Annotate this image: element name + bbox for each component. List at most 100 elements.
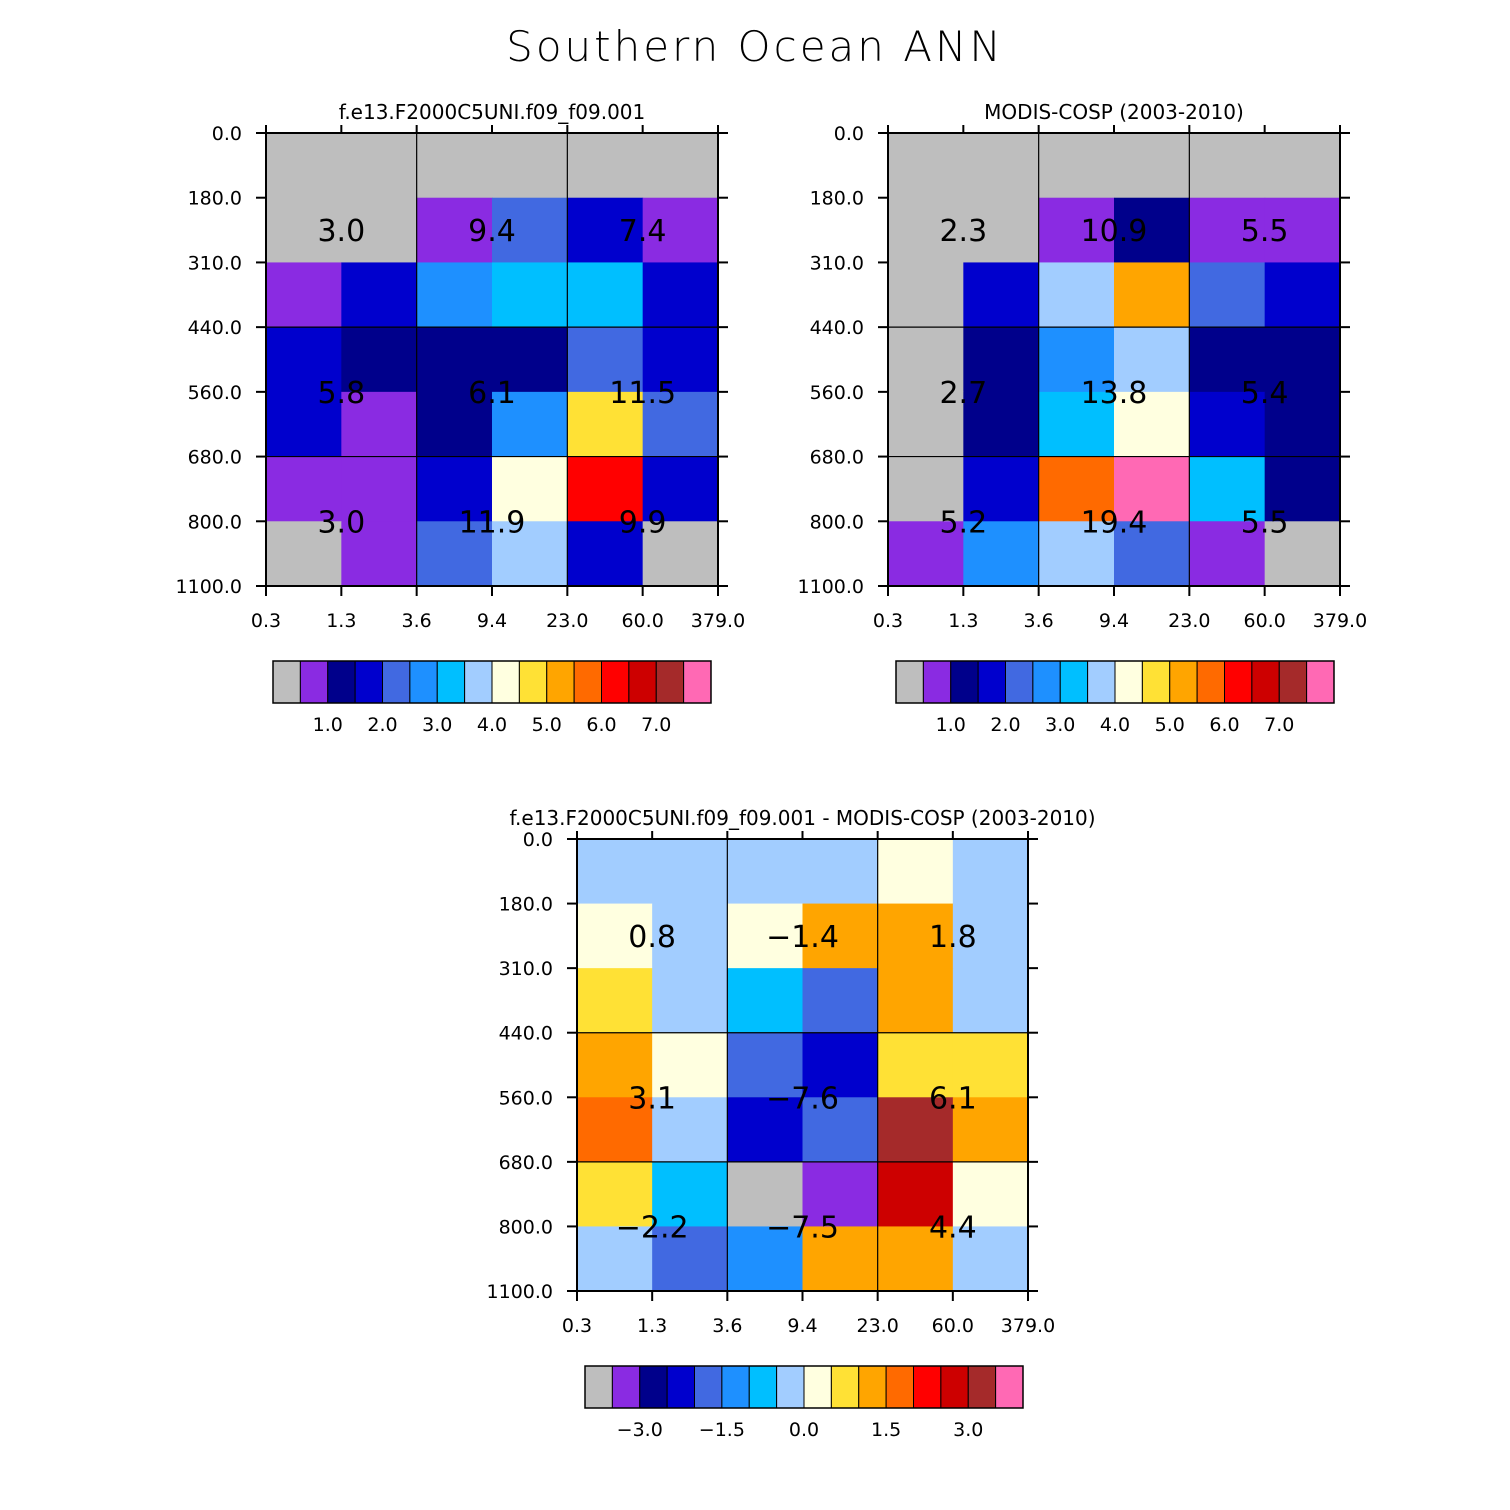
y-tick-label: 800.0 [810, 511, 864, 533]
heatmap-cell [652, 839, 728, 905]
heatmap-cell [802, 1161, 879, 1227]
heatmap-cell [567, 327, 644, 393]
colorbar-swatch [694, 1365, 723, 1409]
cell-value: 10.9 [1081, 214, 1148, 249]
heatmap-cell [1264, 456, 1341, 522]
heatmap-cell [888, 133, 964, 199]
heatmap-cell [1264, 391, 1341, 458]
heatmap-cell [877, 839, 954, 905]
heatmap-cell [952, 1097, 1029, 1163]
heatmap-cell [952, 839, 1029, 905]
heatmap-cell [642, 262, 719, 328]
colorbar-label: −3.0 [617, 1419, 663, 1441]
colorbar-label: 1.0 [936, 714, 966, 736]
heatmap-cell [1038, 133, 1115, 199]
cell-value: 3.0 [317, 214, 365, 249]
heatmap-cell [341, 456, 418, 522]
heatmap-cell [727, 968, 803, 1034]
colorbar-label: 6.0 [1209, 714, 1239, 736]
y-tick-label: 800.0 [499, 1216, 553, 1238]
heatmap-cell [1114, 327, 1190, 393]
heatmap-cell [802, 1032, 879, 1098]
heatmap-cell [963, 197, 1040, 263]
heatmap-cell [727, 1226, 803, 1292]
heatmap-cell [1264, 133, 1341, 199]
heatmap-cell [1038, 262, 1115, 328]
heatmap-cell [642, 456, 719, 522]
y-tick-label: 800.0 [188, 511, 242, 533]
colorbar-swatch [748, 1365, 778, 1409]
heatmap-cell [567, 133, 644, 199]
panel-model: f.e13.F2000C5UNI.f09_f09.001 3.0 9.4 7.4 5.8… [176, 100, 746, 736]
cell-value: 5.5 [1241, 214, 1289, 249]
x-tick-label: 1.3 [948, 610, 978, 632]
colorbar-frame [584, 1365, 1024, 1409]
heatmap-cell [1264, 327, 1341, 393]
heatmap-cell [1189, 197, 1266, 263]
heatmap-cell [652, 1097, 728, 1163]
colorbar-label: 3.0 [422, 714, 452, 736]
cell-value: 7.4 [619, 214, 667, 249]
heatmap-cell [1114, 391, 1190, 458]
heatmap-cell [642, 197, 719, 263]
x-tick-label: 60.0 [1244, 610, 1286, 632]
cell-value: 5.4 [1241, 376, 1289, 411]
heatmap-cell [1114, 262, 1190, 328]
colorbar-swatch [666, 1365, 695, 1409]
y-tick-label: 180.0 [499, 894, 553, 916]
cell-value: 5.8 [317, 376, 365, 411]
heatmap-cell [802, 839, 879, 905]
heatmap-cell [416, 262, 493, 328]
colorbar-swatch [639, 1365, 668, 1409]
heatmap-cell [877, 903, 954, 969]
colorbar-label: 5.0 [532, 714, 562, 736]
cell-value: 11.9 [459, 505, 526, 540]
colorbar-label: 0.0 [789, 1419, 819, 1441]
cell-value: −1.4 [766, 920, 839, 955]
colorbar-swatch [995, 1365, 1024, 1409]
heatmap-cell [888, 262, 964, 328]
heatmap-cell [963, 521, 1040, 587]
colorbar-swatch [858, 1365, 887, 1409]
x-tick-label: 23.0 [857, 1315, 899, 1337]
heatmap-cell [567, 391, 644, 458]
colorbar-swatch [913, 1365, 942, 1409]
y-tick-label: 180.0 [188, 188, 242, 210]
colorbar-swatch [584, 1365, 613, 1409]
cell-value: 2.3 [939, 214, 987, 249]
colorbar-swatch [354, 660, 383, 704]
colorbar-swatch [1032, 660, 1061, 704]
heatmap-cell [1038, 521, 1115, 587]
cell-value: −7.5 [766, 1210, 839, 1245]
heatmap-cell [802, 968, 879, 1034]
heatmap-cell [888, 327, 964, 393]
heatmap-cell [642, 327, 719, 393]
heatmap-cell [952, 1226, 1029, 1292]
heatmap-cell [1038, 197, 1115, 263]
heatmap-cell [652, 968, 728, 1034]
x-tick-label: 3.6 [402, 610, 432, 632]
heatmap-cell [416, 456, 493, 522]
colorbar-label: −1.5 [699, 1419, 745, 1441]
heatmap-cell [266, 197, 342, 263]
x-tick-label: 9.4 [477, 610, 507, 632]
heatmap-cell [963, 133, 1040, 199]
heatmap-cell [1114, 456, 1190, 522]
heatmap-cell [577, 903, 653, 969]
colorbar-swatch [1087, 660, 1116, 704]
colorbar-swatch [409, 660, 438, 704]
heatmap-cell [877, 1161, 954, 1227]
heatmap-cell [266, 521, 342, 587]
cell-value: 3.1 [628, 1081, 676, 1116]
cell-value: 13.8 [1081, 376, 1148, 411]
y-tick-label: 440.0 [499, 1023, 553, 1045]
heatmap-cell [492, 456, 568, 522]
cell-value: 0.8 [628, 920, 676, 955]
colorbar-swatch [1278, 660, 1308, 704]
x-tick-label: 23.0 [546, 610, 588, 632]
heatmap-cell [952, 1032, 1029, 1098]
heatmap-cell [492, 521, 568, 587]
colorbar-label: 2.0 [367, 714, 397, 736]
heatmap-cell [963, 327, 1040, 393]
